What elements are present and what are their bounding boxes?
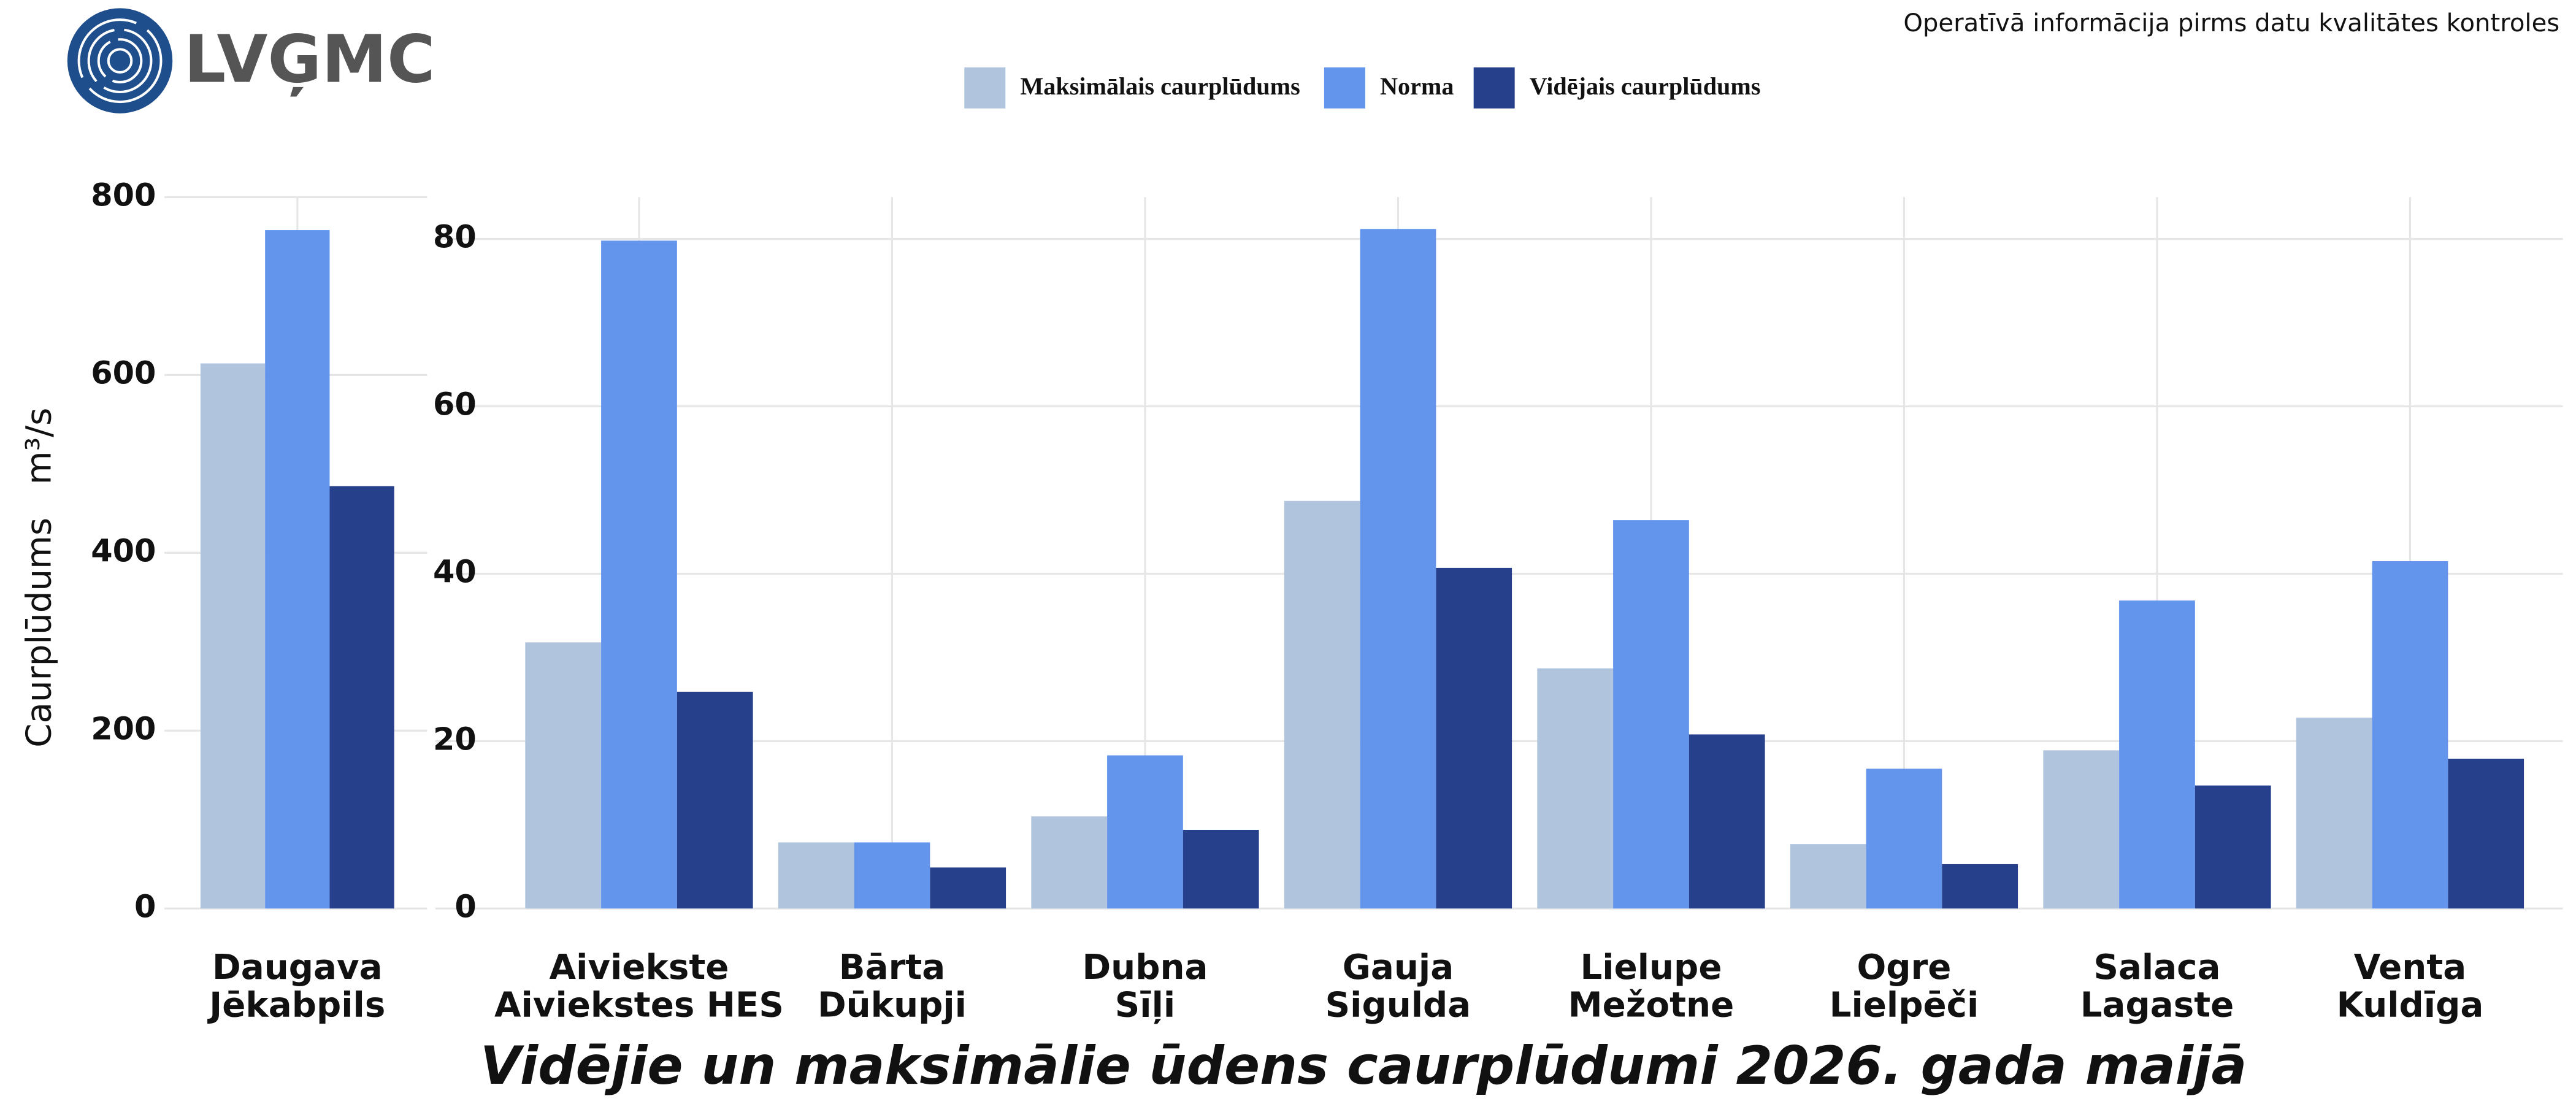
x-tick-label: Mežotne (1568, 986, 1735, 1025)
bar (2195, 785, 2271, 909)
x-tick-label: Sīļi (1115, 986, 1175, 1025)
bar (329, 486, 394, 909)
x-tick-label: Sigulda (1325, 986, 1471, 1025)
x-tick-label: Daugava (212, 948, 383, 987)
bar (200, 363, 266, 909)
note: Operatīvā informācija pirms datu kvalitā… (1903, 9, 2559, 37)
x-tick-label: Ogre (1857, 948, 1951, 987)
y-tick-label: 200 (91, 711, 156, 747)
x-tick-label: Aiviekstes HES (494, 986, 784, 1025)
bar (601, 240, 677, 909)
legend-swatch (1324, 67, 1365, 109)
bar (2372, 561, 2448, 909)
x-tick-label: Salaca (2093, 948, 2220, 987)
x-tick-label: Kuldīga (2337, 986, 2484, 1025)
bar (2043, 750, 2120, 909)
bar (854, 842, 930, 909)
legend-label: Norma (1380, 72, 1454, 100)
x-tick-label: Lielupe (1580, 948, 1722, 987)
y-tick-label: 0 (134, 889, 156, 925)
y-tick-label: 400 (91, 533, 156, 569)
y-label: Caurplūdums (20, 518, 59, 748)
x-tick-label: Venta (2354, 948, 2467, 987)
bar (1360, 229, 1436, 909)
y-tick-label: 800 (91, 177, 156, 213)
y-tick-label: 0 (454, 889, 476, 925)
bar (1284, 500, 1360, 909)
legend-item: Norma (1324, 67, 1454, 109)
legend-swatch (964, 67, 1006, 109)
x-tick-label: Jēkabpils (207, 986, 385, 1025)
y-axis-title: Caurplūdums m³/s (20, 408, 59, 748)
legend-item: Vidējais caurplūdums (1473, 67, 1761, 109)
logo: LVĢMC (67, 8, 435, 113)
legend-label: Vidējais caurplūdums (1530, 72, 1761, 100)
y-tick-label: 20 (433, 721, 477, 757)
bar (1613, 520, 1689, 909)
y-unit: m³/s (20, 408, 59, 485)
chart-title: Vidējie un maksimālie ūdens caurplūdumi … (480, 1035, 2247, 1097)
bar (677, 691, 753, 909)
legend-swatch (1473, 67, 1515, 109)
x-tick-label: Gauja (1343, 948, 1454, 987)
bar (1537, 668, 1614, 909)
bar (2448, 759, 2524, 909)
bar (1942, 864, 2018, 909)
x-tick-label: Lagaste (2080, 986, 2234, 1025)
y-tick-label: 40 (433, 554, 477, 590)
x-tick-label: Dūkupji (818, 986, 967, 1025)
legend-item: Maksimālais caurplūdums (964, 67, 1300, 109)
bar (1436, 567, 1512, 909)
bar (1866, 769, 1942, 909)
x-tick-label: Lielpēči (1830, 986, 1979, 1025)
bar (778, 842, 854, 909)
y-tick-label: 600 (91, 355, 156, 391)
bar (1790, 844, 1866, 909)
bar (1031, 816, 1108, 909)
bar (1689, 734, 1765, 909)
legend-label: Maksimālais caurplūdums (1020, 72, 1300, 100)
x-tick-label: Dubna (1082, 948, 1208, 987)
logo-text: LVĢMC (184, 22, 435, 98)
x-tick-label: Bārta (839, 948, 945, 987)
bar (1107, 755, 1183, 909)
y-tick-label: 80 (433, 220, 477, 256)
bar (265, 230, 330, 909)
x-tick-label: Aiviekste (550, 948, 729, 987)
bar (930, 867, 1006, 909)
bar (1183, 829, 1259, 909)
bar (2119, 600, 2195, 909)
y-tick-label: 60 (433, 387, 477, 423)
bar (2296, 718, 2372, 909)
bar (525, 642, 602, 909)
